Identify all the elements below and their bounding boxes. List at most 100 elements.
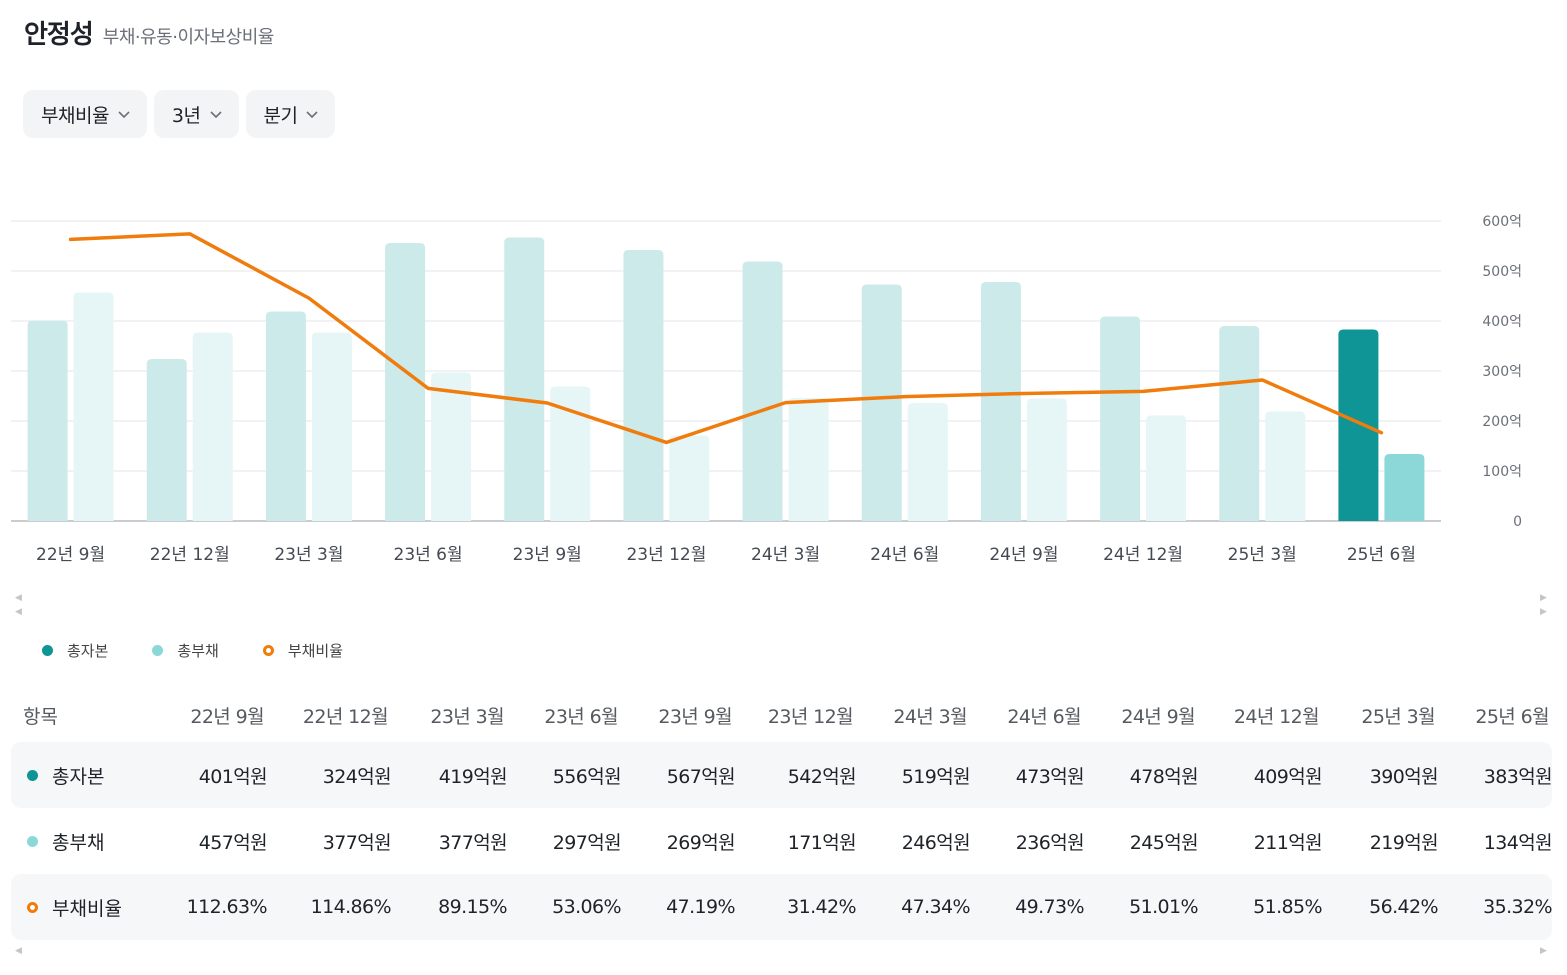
- table-cell: 542억원: [735, 762, 856, 789]
- x-tick-label: 24년 9월: [989, 545, 1058, 565]
- column-header: 22년 9월: [173, 702, 264, 729]
- interval-dropdown[interactable]: 분기: [246, 90, 336, 138]
- table-cell: 51.01%: [1084, 896, 1198, 918]
- bar-capital: [981, 282, 1021, 521]
- chevron-down-icon: [305, 107, 319, 121]
- table-cell: 478억원: [1084, 762, 1198, 789]
- table-cell: 56.42%: [1322, 896, 1438, 918]
- bar-capital: [1219, 326, 1259, 521]
- bar-debt: [1027, 399, 1067, 522]
- metric-dropdown-label: 부채비율: [41, 101, 109, 128]
- x-tick-label: 24년 12월: [1103, 545, 1183, 565]
- row-label: 총자본: [11, 762, 176, 789]
- chart-legend: 총자본 총부채 부채비율: [42, 640, 387, 661]
- chart-scroll-arrows: ◀ ◀ ▶ ▶: [0, 592, 1567, 622]
- scroll-left-icon[interactable]: ◀: [15, 606, 22, 618]
- bar-capital: [862, 285, 902, 522]
- column-header: 24년 9월: [1081, 702, 1195, 729]
- bar-debt: [1384, 454, 1424, 521]
- table-cell: 567억원: [621, 762, 735, 789]
- bar-capital: [623, 250, 663, 521]
- x-tick-label: 22년 9월: [36, 545, 105, 565]
- row-label: 총부채: [11, 828, 176, 855]
- legend-label: 총자본: [67, 640, 108, 661]
- table-cell: 390억원: [1322, 762, 1438, 789]
- bar-debt: [908, 403, 948, 521]
- chevron-down-icon: [209, 107, 223, 121]
- y-tick-label: 600억: [1482, 214, 1522, 230]
- bar-capital: [1338, 330, 1378, 522]
- section-subtitle: 부채·유동·이자보상비율: [103, 23, 274, 49]
- column-header: 25년 6월: [1435, 702, 1549, 729]
- row-label: 부채비율: [11, 894, 176, 921]
- table-cell: 219억원: [1322, 828, 1438, 855]
- period-dropdown-label: 3년: [172, 101, 201, 128]
- bar-capital: [504, 238, 544, 522]
- y-tick-label: 100억: [1482, 464, 1522, 480]
- legend-item[interactable]: 총자본: [42, 640, 108, 661]
- bar-debt: [789, 398, 829, 521]
- scroll-right-icon[interactable]: ▶: [1540, 592, 1547, 604]
- scroll-left-icon[interactable]: ◀: [15, 945, 22, 957]
- legend-item[interactable]: 부채비율: [263, 640, 343, 661]
- scroll-right-icon[interactable]: ▶: [1540, 945, 1547, 957]
- bar-capital: [28, 321, 68, 522]
- x-tick-label: 25년 3월: [1228, 545, 1297, 565]
- chevron-down-icon: [117, 107, 131, 121]
- table-cell: 519억원: [856, 762, 970, 789]
- table-cell: 47.34%: [856, 896, 970, 918]
- y-tick-label: 0: [1513, 514, 1522, 530]
- bar-capital: [1100, 317, 1140, 522]
- filter-bar: 부채비율 3년 분기: [23, 90, 335, 138]
- table-cell: 556억원: [507, 762, 621, 789]
- scroll-right-icon[interactable]: ▶: [1540, 606, 1547, 618]
- legend-item[interactable]: 총부채: [152, 640, 218, 661]
- metric-dropdown[interactable]: 부채비율: [23, 90, 147, 138]
- table-cell: 53.06%: [507, 896, 621, 918]
- table-cell: 457억원: [176, 828, 267, 855]
- x-tick-label: 23년 12월: [626, 545, 706, 565]
- table-cell: 49.73%: [970, 896, 1084, 918]
- dot-marker-icon: [152, 645, 163, 656]
- y-tick-label: 500억: [1482, 264, 1522, 280]
- bar-debt: [669, 436, 709, 522]
- column-header: 23년 6월: [504, 702, 618, 729]
- table-cell: 211억원: [1198, 828, 1322, 855]
- column-header: 22년 12월: [264, 702, 388, 729]
- scroll-left-icon[interactable]: ◀: [15, 592, 22, 604]
- table-cell: 134억원: [1438, 828, 1552, 855]
- table-cell: 377억원: [391, 828, 507, 855]
- x-tick-label: 23년 6월: [394, 545, 463, 565]
- table-cell: 246억원: [856, 828, 970, 855]
- bar-debt: [74, 293, 114, 522]
- row-label-text: 부채비율: [52, 894, 122, 921]
- section-header: 안정성 부채·유동·이자보상비율: [24, 14, 274, 51]
- column-header: 24년 3월: [853, 702, 967, 729]
- column-header: 23년 3월: [388, 702, 504, 729]
- table-cell: 236억원: [970, 828, 1084, 855]
- dot-marker-icon: [27, 770, 38, 781]
- bar-debt: [1265, 412, 1305, 522]
- legend-label: 부채비율: [288, 640, 343, 661]
- table-cell: 383억원: [1438, 762, 1552, 789]
- column-header: 24년 12월: [1195, 702, 1319, 729]
- table-cell: 47.19%: [621, 896, 735, 918]
- bar-debt: [312, 333, 352, 522]
- table-cell: 35.32%: [1438, 896, 1552, 918]
- table-cell: 245억원: [1084, 828, 1198, 855]
- x-tick-label: 22년 12월: [150, 545, 230, 565]
- x-tick-label: 23년 9월: [513, 545, 582, 565]
- table-cell: 419억원: [391, 762, 507, 789]
- interval-dropdown-label: 분기: [264, 101, 298, 128]
- row-label-text: 총부채: [52, 828, 104, 855]
- x-tick-label: 24년 6월: [870, 545, 939, 565]
- column-header: 25년 3월: [1319, 702, 1435, 729]
- table-cell: 297억원: [507, 828, 621, 855]
- period-dropdown[interactable]: 3년: [154, 90, 239, 138]
- x-tick-label: 24년 3월: [751, 545, 820, 565]
- table-cell: 377억원: [267, 828, 391, 855]
